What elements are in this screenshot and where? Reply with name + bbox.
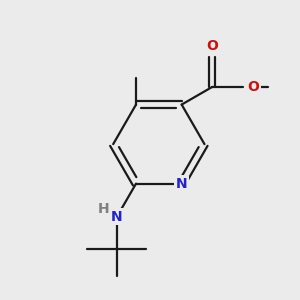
Text: N: N xyxy=(176,177,188,190)
Text: N: N xyxy=(111,210,123,224)
Text: O: O xyxy=(248,80,260,94)
Text: H: H xyxy=(98,202,109,216)
Text: O: O xyxy=(206,39,218,53)
